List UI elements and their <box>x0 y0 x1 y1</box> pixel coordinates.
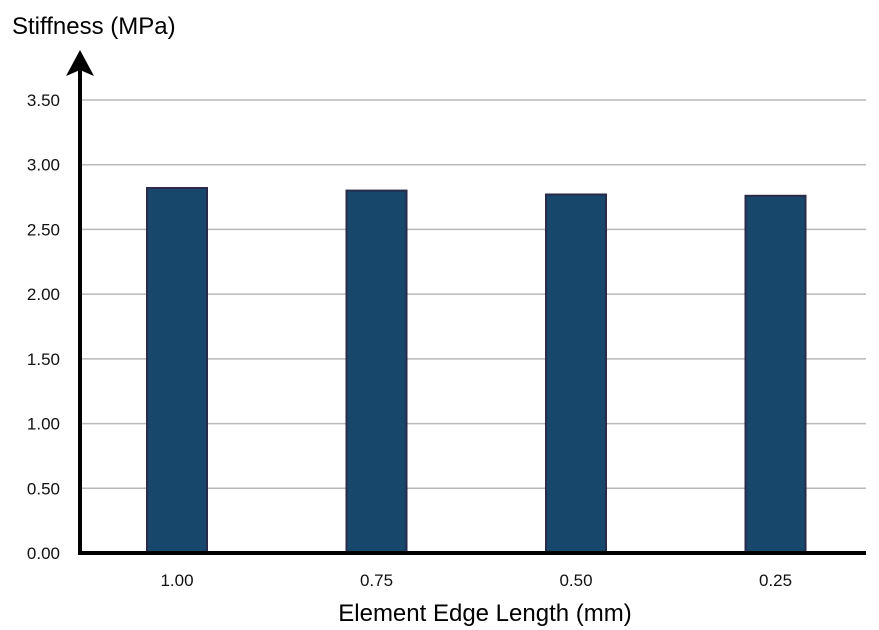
y-tick-labels: 0.00 0.50 1.00 1.50 2.00 2.50 3.00 3.50 <box>27 91 60 563</box>
x-tick-label: 0.25 <box>759 571 792 590</box>
bar-1.00 <box>146 187 208 555</box>
y-tick-label: 0.50 <box>27 479 60 498</box>
y-tick-label: 1.50 <box>27 350 60 369</box>
bars <box>146 187 807 555</box>
bar-0.75 <box>345 189 408 554</box>
y-axis-arrowhead <box>66 50 94 76</box>
bar-0.50 <box>545 193 607 555</box>
x-tick-label: 1.00 <box>160 571 193 590</box>
y-tick-label: 2.50 <box>27 220 60 239</box>
y-tick-label: 2.00 <box>27 285 60 304</box>
x-axis-title: Element Edge Length (mm) <box>338 600 631 627</box>
y-axis-title: Stiffness (MPa) <box>12 13 176 40</box>
y-tick-label: 3.00 <box>27 156 60 175</box>
y-tick-label: 0.00 <box>27 544 60 563</box>
bar-0.25 <box>744 194 807 555</box>
y-tick-label: 1.00 <box>27 415 60 434</box>
gridlines <box>80 99 866 490</box>
y-tick-label: 3.50 <box>27 91 60 110</box>
x-tick-labels: 1.00 0.75 0.50 0.25 <box>160 571 792 590</box>
x-tick-label: 0.75 <box>360 571 393 590</box>
x-tick-label: 0.50 <box>559 571 592 590</box>
